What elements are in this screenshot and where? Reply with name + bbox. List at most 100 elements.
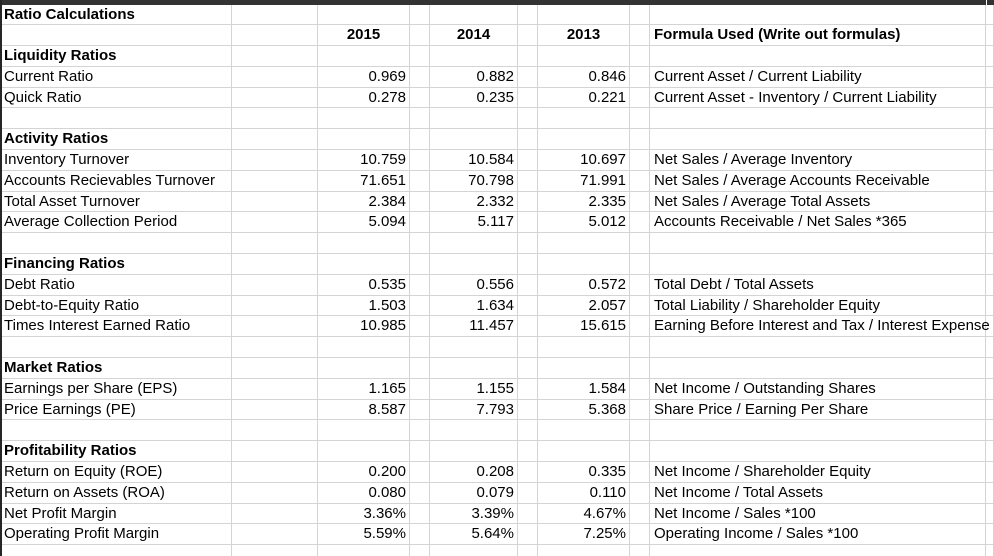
empty-cell[interactable]	[232, 295, 318, 317]
value-2013-cell[interactable]: 10.697	[538, 150, 630, 171]
empty-cell[interactable]	[318, 420, 410, 442]
empty-cell[interactable]	[538, 233, 630, 255]
empty-cell[interactable]	[986, 545, 994, 556]
empty-cell[interactable]	[518, 254, 538, 275]
empty-cell[interactable]	[518, 4, 538, 26]
empty-cell[interactable]	[410, 108, 430, 130]
empty-cell[interactable]	[410, 378, 430, 400]
empty-cell[interactable]	[986, 482, 994, 504]
empty-cell[interactable]	[518, 170, 538, 192]
empty-cell[interactable]	[538, 46, 630, 67]
empty-cell[interactable]	[430, 254, 518, 275]
section-title-cell[interactable]: Profitability Ratios	[0, 441, 232, 463]
empty-cell[interactable]	[232, 441, 318, 463]
empty-cell[interactable]	[630, 254, 650, 275]
empty-cell[interactable]	[538, 4, 630, 26]
value-2013-cell[interactable]: 0.110	[538, 482, 630, 504]
empty-cell[interactable]	[650, 337, 986, 359]
empty-cell[interactable]	[986, 378, 994, 400]
empty-cell[interactable]	[232, 25, 318, 47]
empty-cell[interactable]	[650, 46, 986, 67]
empty-cell[interactable]	[518, 274, 538, 296]
empty-cell[interactable]	[232, 399, 318, 421]
empty-cell[interactable]	[430, 4, 518, 26]
empty-cell[interactable]	[232, 274, 318, 296]
value-2015-cell[interactable]: 0.535	[318, 274, 410, 296]
empty-cell[interactable]	[986, 524, 994, 546]
value-2015-cell[interactable]: 2.384	[318, 191, 410, 213]
empty-cell[interactable]	[232, 337, 318, 359]
header-formula-cell[interactable]: Formula Used (Write out formulas)	[650, 25, 986, 47]
value-2015-cell[interactable]: 1.165	[318, 378, 410, 400]
ratio-label-cell[interactable]: Return on Equity (ROE)	[0, 462, 232, 483]
empty-cell[interactable]	[538, 254, 630, 275]
value-2015-cell[interactable]: 5.094	[318, 212, 410, 234]
empty-cell[interactable]	[410, 25, 430, 47]
value-2013-cell[interactable]: 2.335	[538, 191, 630, 213]
formula-cell[interactable]: Net Income / Outstanding Shares	[650, 378, 986, 400]
empty-cell[interactable]	[630, 233, 650, 255]
empty-cell[interactable]	[410, 316, 430, 338]
empty-cell[interactable]	[986, 503, 994, 525]
section-title-cell[interactable]: Liquidity Ratios	[0, 46, 232, 67]
empty-cell[interactable]	[318, 233, 410, 255]
empty-cell[interactable]	[518, 212, 538, 234]
empty-cell[interactable]	[630, 212, 650, 234]
value-2015-cell[interactable]: 3.36%	[318, 503, 410, 525]
empty-cell[interactable]	[986, 441, 994, 463]
empty-cell[interactable]	[232, 46, 318, 67]
value-2014-cell[interactable]: 1.155	[430, 378, 518, 400]
empty-cell[interactable]	[318, 129, 410, 151]
empty-cell[interactable]	[518, 545, 538, 556]
empty-cell[interactable]	[630, 150, 650, 171]
empty-cell[interactable]	[986, 316, 994, 338]
empty-cell[interactable]	[430, 129, 518, 151]
empty-cell[interactable]	[630, 524, 650, 546]
empty-cell[interactable]	[410, 212, 430, 234]
formula-cell[interactable]: Operating Income / Sales *100	[650, 524, 986, 546]
empty-cell[interactable]	[518, 482, 538, 504]
empty-cell[interactable]	[410, 191, 430, 213]
empty-cell[interactable]	[518, 129, 538, 151]
empty-cell[interactable]	[538, 108, 630, 130]
empty-cell[interactable]	[986, 66, 994, 88]
empty-cell[interactable]	[650, 129, 986, 151]
ratio-label-cell[interactable]: Inventory Turnover	[0, 150, 232, 171]
empty-cell[interactable]	[0, 420, 232, 442]
value-2013-cell[interactable]: 1.584	[538, 378, 630, 400]
empty-cell[interactable]	[630, 316, 650, 338]
value-2015-cell[interactable]: 0.200	[318, 462, 410, 483]
empty-cell[interactable]	[518, 378, 538, 400]
empty-cell[interactable]	[630, 25, 650, 47]
empty-cell[interactable]	[0, 233, 232, 255]
empty-cell[interactable]	[650, 4, 986, 26]
empty-cell[interactable]	[518, 358, 538, 379]
empty-cell[interactable]	[986, 295, 994, 317]
empty-cell[interactable]	[986, 25, 994, 47]
empty-cell[interactable]	[430, 420, 518, 442]
empty-cell[interactable]	[518, 233, 538, 255]
empty-cell[interactable]	[518, 462, 538, 483]
empty-cell[interactable]	[518, 191, 538, 213]
ratio-label-cell[interactable]: Accounts Recievables Turnover	[0, 170, 232, 192]
formula-cell[interactable]: Net Sales / Average Total Assets	[650, 191, 986, 213]
empty-cell[interactable]	[986, 337, 994, 359]
formula-cell[interactable]: Total Debt / Total Assets	[650, 274, 986, 296]
empty-cell[interactable]	[630, 358, 650, 379]
empty-cell[interactable]	[986, 254, 994, 275]
empty-cell[interactable]	[538, 441, 630, 463]
empty-cell[interactable]	[232, 316, 318, 338]
formula-cell[interactable]: Accounts Receivable / Net Sales *365	[650, 212, 986, 234]
formula-cell[interactable]: Net Income / Sales *100	[650, 503, 986, 525]
empty-cell[interactable]	[538, 337, 630, 359]
empty-cell[interactable]	[410, 337, 430, 359]
empty-cell[interactable]	[410, 233, 430, 255]
empty-cell[interactable]	[630, 191, 650, 213]
empty-cell[interactable]	[630, 129, 650, 151]
ratio-label-cell[interactable]: Total Asset Turnover	[0, 191, 232, 213]
empty-cell[interactable]	[232, 358, 318, 379]
empty-cell[interactable]	[630, 482, 650, 504]
empty-cell[interactable]	[518, 420, 538, 442]
value-2013-cell[interactable]: 2.057	[538, 295, 630, 317]
empty-cell[interactable]	[986, 108, 994, 130]
